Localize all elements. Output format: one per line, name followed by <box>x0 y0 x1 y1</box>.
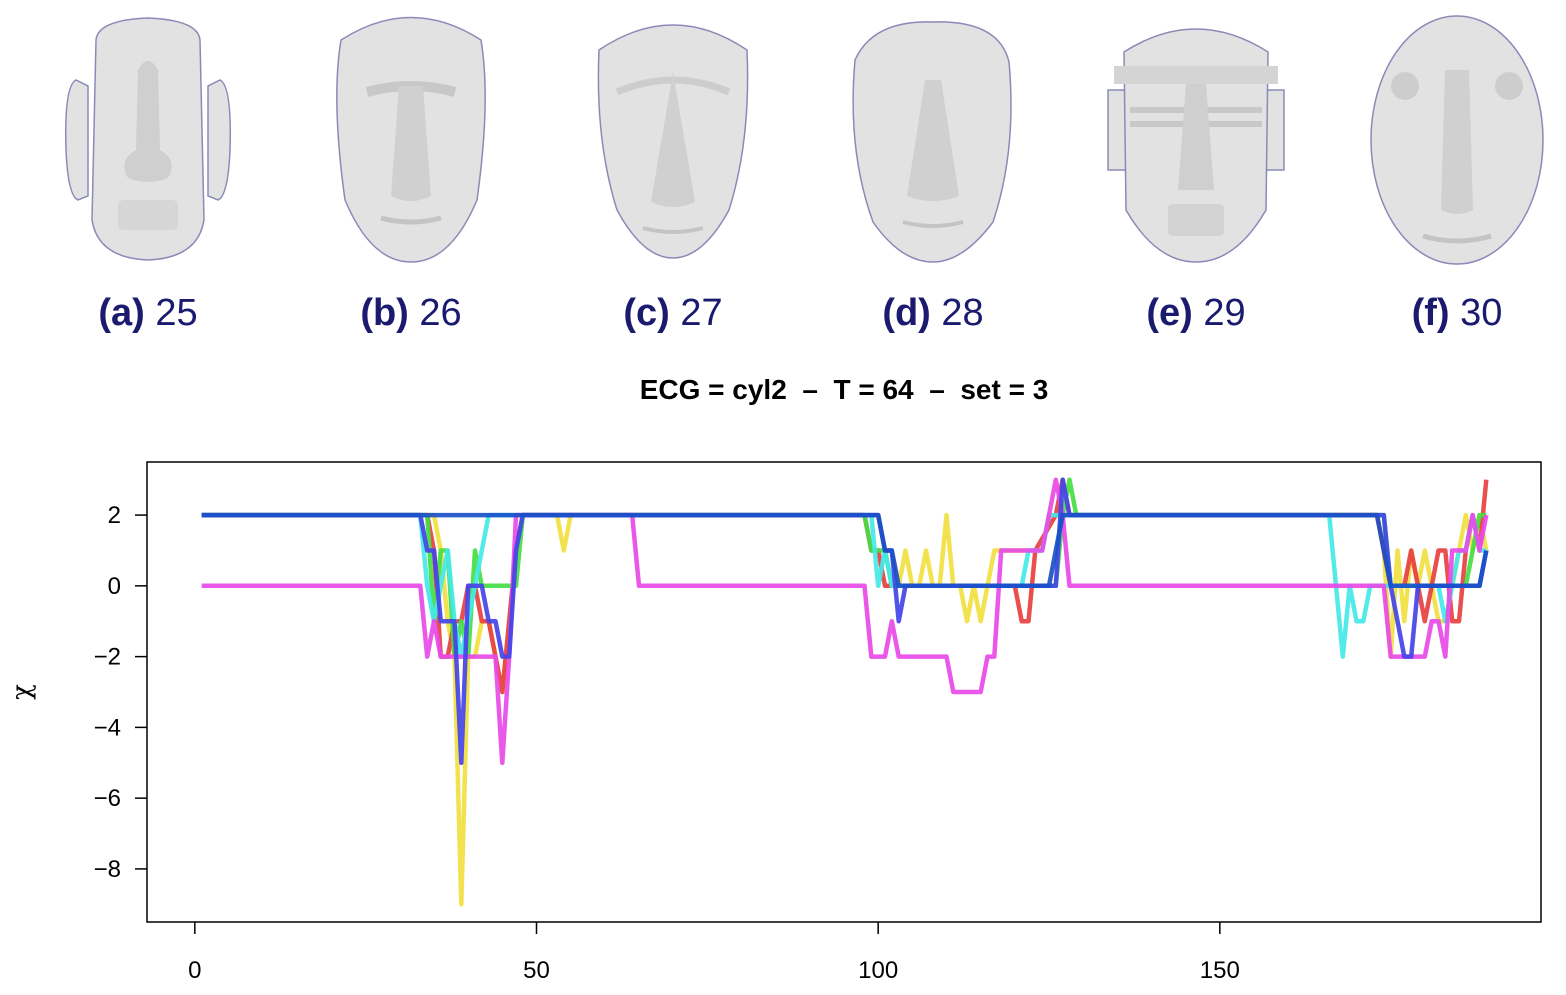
y-tick-label: 2 <box>108 502 121 529</box>
series-line <box>201 477 1487 659</box>
face-caption-number: 25 <box>144 292 198 334</box>
face-caption: (b) 26 <box>281 292 541 335</box>
face-caption: (f) 30 <box>1327 292 1566 335</box>
face-caption: (a) 25 <box>18 292 278 335</box>
face-render-image <box>64 17 232 261</box>
face-caption-letter: (e) <box>1146 292 1193 334</box>
chart-axes: 0 50 100 150 2 0 −2 −4 −6 −8 <box>94 502 1240 984</box>
face-caption: (d) 28 <box>803 292 1063 335</box>
face-panel: (f) 30 <box>1327 0 1566 360</box>
face-caption-letter: (d) <box>882 292 931 334</box>
series-line <box>201 512 1489 589</box>
face-caption-number: 30 <box>1449 292 1503 334</box>
series-line <box>201 477 1489 766</box>
face-figure-row: (a) 25 (b) 26 (c) 27 (d) 28 (e) 29 (f) 3… <box>0 0 1566 360</box>
y-tick-label: −8 <box>94 856 121 883</box>
series-line <box>201 512 1489 907</box>
y-axis-label: χ <box>7 684 37 700</box>
face-caption-number: 26 <box>408 292 462 334</box>
y-tick-label: −6 <box>94 785 121 812</box>
y-tick-label: 0 <box>108 573 121 600</box>
face-caption-letter: (f) <box>1411 292 1450 334</box>
face-panel: (e) 29 <box>1066 0 1326 360</box>
plot-frame <box>146 461 1542 923</box>
face-panel: (c) 27 <box>543 0 803 360</box>
x-tick-label: 50 <box>523 957 550 984</box>
face-panel: (a) 25 <box>18 0 278 360</box>
face-caption-letter: (c) <box>623 292 670 334</box>
line-chart: 0 50 100 150 2 0 −2 −4 −6 −8 χ <box>7 461 1542 984</box>
chart-title: ECG = cyl2 – T = 64 – set = 3 <box>639 374 1049 405</box>
x-tick-label: 150 <box>1200 957 1240 984</box>
series-line <box>201 512 1487 659</box>
x-tick-label: 100 <box>858 957 898 984</box>
face-caption-number: 27 <box>669 292 723 334</box>
face-caption-number: 29 <box>1192 292 1246 334</box>
chart-series-group <box>201 477 1489 907</box>
face-panel: (d) 28 <box>803 0 1063 360</box>
face-render-image <box>1370 15 1544 265</box>
face-render-image <box>597 24 749 259</box>
face-render-image <box>852 21 1012 263</box>
face-caption-letter: (b) <box>360 292 409 334</box>
face-caption: (c) 27 <box>543 292 803 335</box>
face-panel: (b) 26 <box>281 0 541 360</box>
x-tick-label: 0 <box>188 957 201 984</box>
series-line <box>201 477 1489 766</box>
face-caption-number: 28 <box>930 292 984 334</box>
y-tick-label: −4 <box>94 714 121 741</box>
face-caption: (e) 29 <box>1066 292 1326 335</box>
face-render-image <box>336 16 486 263</box>
face-caption-letter: (a) <box>98 292 145 334</box>
face-render-image <box>1107 28 1285 263</box>
y-tick-label: −2 <box>94 644 121 671</box>
